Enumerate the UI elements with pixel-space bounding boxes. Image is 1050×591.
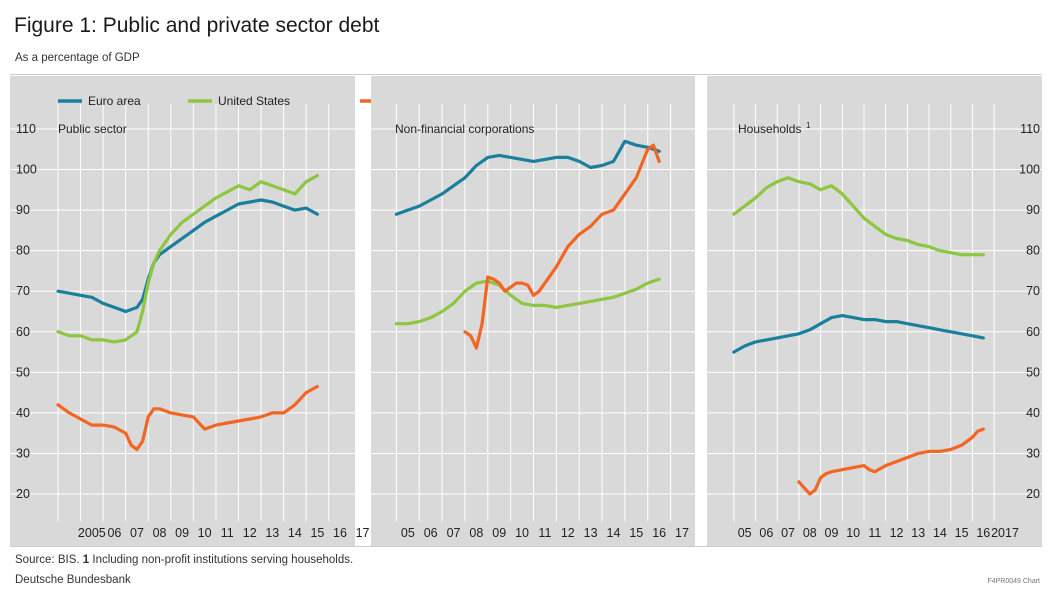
x-tick-label: 11	[221, 526, 234, 540]
top-divider	[10, 74, 1042, 75]
y-tick-label: 70	[1026, 284, 1040, 298]
x-tick-label: 10	[846, 526, 860, 540]
x-tick-label: 05	[401, 526, 415, 540]
series-line-emerging-economies	[463, 143, 661, 350]
series-line-united-states	[394, 277, 661, 326]
bottom-divider	[10, 546, 1042, 547]
panel-title: Non-financial corporations	[395, 122, 534, 136]
publisher: Deutsche Bundesbank	[15, 574, 131, 586]
x-tick-label: 09	[492, 526, 506, 540]
x-tick-label: 08	[469, 526, 483, 540]
x-tick-label: 08	[803, 526, 817, 540]
figure-subtitle: As a percentage of GDP	[15, 52, 140, 64]
series-line-euro-area	[394, 139, 661, 216]
panel-title: Public sector	[58, 122, 127, 136]
y-tick-label: 100	[1019, 163, 1040, 177]
series-line-euro-area	[732, 314, 985, 354]
source-prefix: Source: BIS.	[15, 554, 80, 566]
x-tick-label: 2005	[78, 526, 106, 540]
y-tick-label: 60	[16, 325, 30, 339]
x-tick-label: 16	[333, 526, 347, 540]
x-tick-label: 16	[976, 526, 990, 540]
y-tick-label: 30	[1026, 446, 1040, 460]
panel-title-footnote: 1	[806, 121, 811, 130]
y-tick-label: 20	[16, 487, 30, 501]
y-tick-label: 60	[1026, 325, 1040, 339]
footnote-text: Including non-profit institutions servin…	[92, 554, 354, 566]
x-tick-label: 09	[825, 526, 839, 540]
x-tick-label: 13	[265, 526, 279, 540]
x-tick-label: 10	[515, 526, 529, 540]
x-tick-label: 12	[243, 526, 257, 540]
series-line-emerging-economies	[797, 427, 985, 496]
y-tick-label: 100	[16, 163, 37, 177]
x-tick-label: 16	[652, 526, 666, 540]
x-tick-label: 06	[759, 526, 773, 540]
x-tick-label: 2017	[991, 526, 1019, 540]
y-tick-label: 40	[16, 406, 30, 420]
y-tick-label: 40	[1026, 406, 1040, 420]
x-tick-label: 15	[629, 526, 643, 540]
panel-background	[707, 76, 1042, 546]
x-tick-label: 15	[310, 526, 324, 540]
x-tick-label: 08	[153, 526, 167, 540]
y-tick-label: 80	[1026, 244, 1040, 258]
x-tick-label: 13	[584, 526, 598, 540]
y-tick-label: 90	[1026, 203, 1040, 217]
x-tick-label: 15	[955, 526, 969, 540]
x-tick-label: 12	[561, 526, 575, 540]
series-line-united-states	[732, 176, 985, 257]
x-tick-label: 07	[781, 526, 795, 540]
y-tick-label: 30	[16, 446, 30, 460]
x-tick-label: 14	[933, 526, 947, 540]
x-tick-label: 11	[538, 526, 551, 540]
series-line-united-states	[56, 173, 319, 344]
panel-title: Households	[738, 122, 801, 136]
panel-background	[10, 76, 355, 546]
source-note: Source: BIS. 1 Including non-profit inst…	[15, 554, 353, 566]
y-tick-label: 110	[1020, 122, 1040, 136]
chart-code: F4PR0049 Chart	[987, 578, 1040, 585]
y-tick-label: 70	[16, 284, 30, 298]
y-tick-label: 90	[16, 203, 30, 217]
footnote-marker: 1	[82, 554, 90, 566]
x-tick-label: 17	[356, 526, 370, 540]
y-tick-label: 50	[1026, 365, 1040, 379]
x-tick-label: 07	[447, 526, 461, 540]
x-tick-label: 06	[107, 526, 121, 540]
x-tick-label: 07	[130, 526, 144, 540]
x-tick-label: 06	[424, 526, 438, 540]
x-tick-label: 13	[911, 526, 925, 540]
x-tick-label: 17	[675, 526, 689, 540]
x-tick-label: 09	[175, 526, 189, 540]
x-tick-label: 11	[868, 526, 881, 540]
x-tick-label: 14	[288, 526, 302, 540]
x-tick-label: 05	[738, 526, 752, 540]
x-tick-label: 12	[890, 526, 904, 540]
panel-non-financial-corporations: 05 06 07 08 09 10 11 12 13 14 15 16 17 Non-financial …	[371, 76, 695, 546]
y-tick-label: 80	[16, 244, 30, 258]
x-tick-label: 10	[198, 526, 212, 540]
y-tick-label: 110	[16, 122, 36, 136]
series-line-euro-area	[56, 198, 319, 314]
panel-households: 20 30 40 50 60 70 80 90 100 110 05 06 07 08 09 10 11 12 13…	[707, 76, 1042, 546]
figure-title: Figure 1: Public and private sector debt	[14, 14, 380, 37]
y-tick-label: 50	[16, 365, 30, 379]
y-tick-label: 20	[1026, 487, 1040, 501]
x-tick-label: 14	[607, 526, 621, 540]
legend-label-united-states: United States	[218, 94, 290, 108]
series-line-emerging-economies	[56, 384, 319, 451]
legend-label-euro-area: Euro area	[88, 94, 141, 108]
